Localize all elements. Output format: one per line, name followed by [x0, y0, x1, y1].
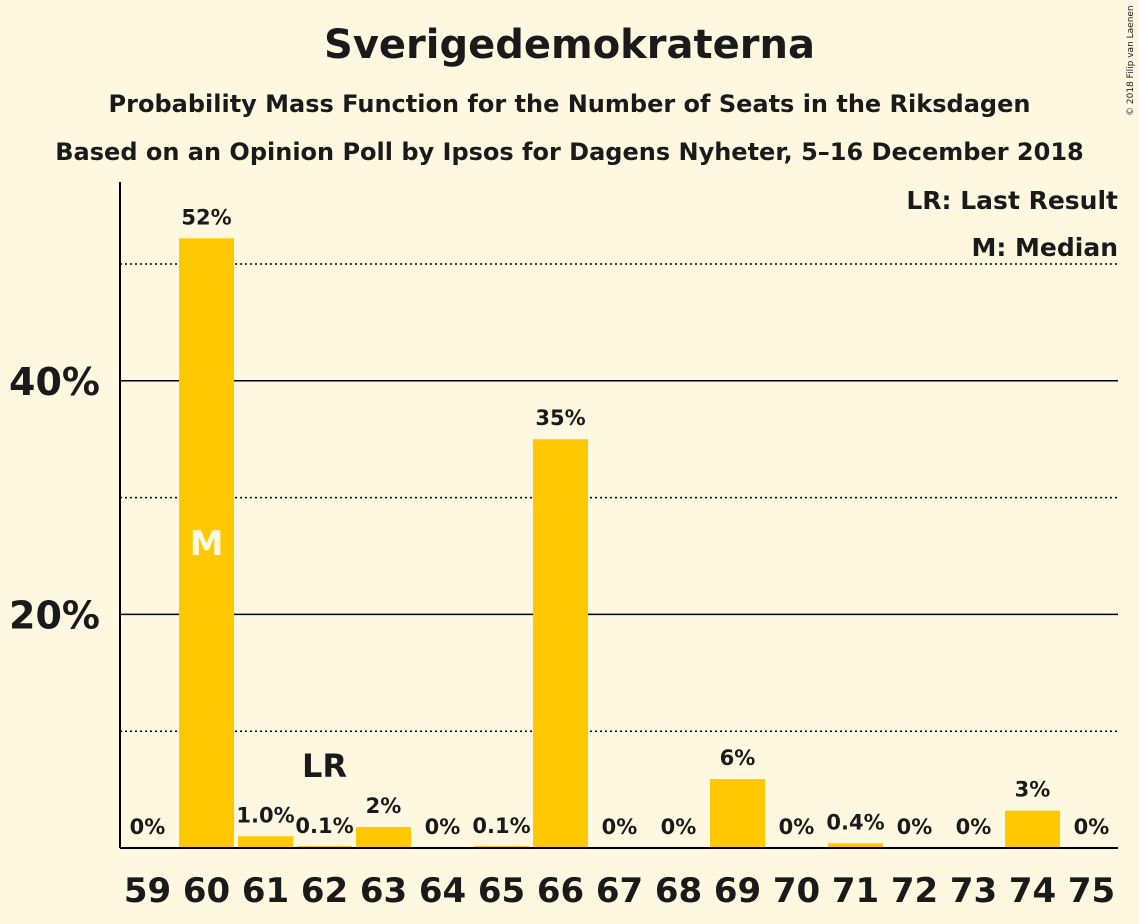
data-label: 0%	[1074, 815, 1110, 839]
x-tick-label: 69	[714, 871, 761, 911]
bar-63	[356, 826, 411, 848]
chart-subtitle-source: Based on an Opinion Poll by Ipsos for Da…	[55, 138, 1084, 166]
data-label: 2%	[366, 794, 402, 818]
x-tick-label: 61	[242, 871, 289, 911]
x-tick-label: 63	[360, 871, 407, 911]
data-label: 0%	[779, 815, 815, 839]
bar-71	[828, 843, 883, 848]
chart-subtitle: Probability Mass Function for the Number…	[108, 90, 1031, 118]
x-tick-label: 66	[537, 871, 584, 911]
bar-60	[179, 238, 234, 848]
bar-66	[533, 439, 588, 848]
bar-61	[238, 836, 293, 848]
data-label: 0.1%	[472, 814, 530, 838]
data-label: 1.0%	[236, 803, 294, 827]
median-marker: M	[190, 524, 224, 564]
data-label: 0%	[897, 815, 933, 839]
legend-median: M: Median	[971, 233, 1118, 262]
data-label: 6%	[720, 746, 756, 770]
chart-title: Sverigedemokraterna	[324, 22, 815, 68]
x-tick-label: 71	[832, 871, 879, 911]
x-tick-label: 73	[950, 871, 997, 911]
x-tick-label: 68	[655, 871, 702, 911]
x-tick-label: 64	[419, 871, 466, 911]
x-tick-label: 70	[773, 871, 820, 911]
data-label: 0.1%	[295, 814, 353, 838]
data-label: 35%	[535, 406, 585, 430]
data-label: 0%	[602, 815, 638, 839]
x-tick-label: 62	[301, 871, 348, 911]
x-tick-label: 72	[891, 871, 938, 911]
x-tick-label: 59	[124, 871, 171, 911]
data-label: 0%	[661, 815, 697, 839]
data-label: 0.4%	[826, 810, 884, 834]
data-label: 0%	[956, 815, 992, 839]
y-tick-label: 20%	[9, 593, 100, 637]
x-tick-label: 75	[1068, 871, 1115, 911]
data-label: 3%	[1015, 778, 1051, 802]
data-label: 52%	[181, 205, 231, 229]
legend-last-result: LR: Last Result	[906, 186, 1118, 215]
bar-69	[710, 779, 765, 848]
y-tick-label: 40%	[9, 360, 100, 404]
x-tick-label: 74	[1009, 871, 1056, 911]
data-label: 0%	[130, 815, 166, 839]
x-tick-label: 60	[183, 871, 230, 911]
data-label: 0%	[425, 815, 461, 839]
bar-74	[1005, 810, 1060, 848]
last-result-marker: LR	[302, 747, 347, 785]
x-tick-label: 67	[596, 871, 643, 911]
x-tick-label: 65	[478, 871, 525, 911]
